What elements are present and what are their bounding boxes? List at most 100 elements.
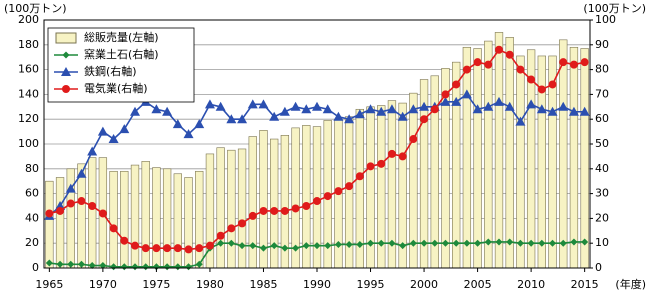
marker [377,239,385,247]
marker [248,211,257,220]
marker [366,162,375,171]
marker [472,104,483,114]
y2-tick-label: 40 [595,162,609,175]
y-axis-label: (100万トン) [4,2,67,15]
bar [152,167,161,269]
marker [163,263,171,271]
marker [580,58,589,67]
marker [108,134,119,144]
marker [87,146,98,156]
marker [399,242,407,250]
marker [356,240,364,248]
marker [527,75,536,84]
bar [569,46,579,269]
marker [409,135,418,144]
legend-marker [61,67,71,76]
marker [313,242,321,250]
marker [397,111,408,121]
marker [419,101,430,111]
marker [195,260,203,268]
x-tick-label: 1995 [357,278,385,291]
marker [270,206,279,215]
bar [473,48,482,269]
marker [324,242,332,250]
marker [152,263,160,271]
bar [184,177,193,269]
marker [495,45,503,54]
marker [185,263,193,271]
marker [77,197,86,206]
marker [173,244,182,253]
marker [99,262,107,270]
marker [440,96,451,106]
y2-tick-label: 20 [595,211,609,224]
marker [217,239,225,247]
marker [506,238,514,246]
bar [173,173,182,269]
bar [484,40,493,269]
marker [291,204,300,213]
marker [290,101,301,111]
marker [226,114,237,124]
marker [195,244,204,253]
marker [131,263,139,271]
marker [538,239,546,247]
marker [56,260,64,268]
bar [120,170,129,269]
x-tick-label: 1985 [249,278,277,291]
bar [452,61,461,269]
bar [109,170,118,269]
marker [537,85,546,94]
marker [420,115,429,124]
marker [151,104,162,114]
marker [162,106,173,116]
marker [536,104,547,114]
marker [494,96,504,106]
bar [227,149,236,269]
marker [215,101,226,111]
bar [516,55,525,269]
marker [56,206,65,215]
legend-label: 総販売量(左軸) [84,30,159,44]
marker [237,114,248,124]
marker [474,239,482,247]
marker [184,245,193,254]
marker [55,201,66,210]
marker [452,239,460,247]
marker [205,241,214,250]
marker [568,106,579,116]
marker [387,149,396,158]
legend-marker [62,85,70,93]
marker [452,80,461,89]
bar [237,148,247,269]
bar [162,168,172,269]
marker [163,244,172,253]
marker [549,239,557,247]
marker [259,206,268,215]
marker [461,89,472,99]
marker [131,241,139,250]
marker [367,239,375,247]
y-tick-label: 80 [25,162,39,175]
bar [195,170,204,269]
marker [451,96,462,106]
marker [66,199,75,208]
y2-tick-label: 80 [595,63,609,76]
bar [45,180,54,269]
marker [301,104,312,114]
marker [334,187,343,196]
marker [65,183,76,193]
marker [88,262,96,270]
y-tick-label: 40 [25,211,39,224]
marker [174,263,182,271]
marker [484,238,492,246]
marker [483,101,494,111]
marker [398,152,407,161]
marker [334,240,342,248]
marker [130,106,140,116]
marker [516,239,524,247]
legend-marker [62,51,70,59]
marker [409,239,417,247]
y-tick-label: 60 [25,187,39,200]
